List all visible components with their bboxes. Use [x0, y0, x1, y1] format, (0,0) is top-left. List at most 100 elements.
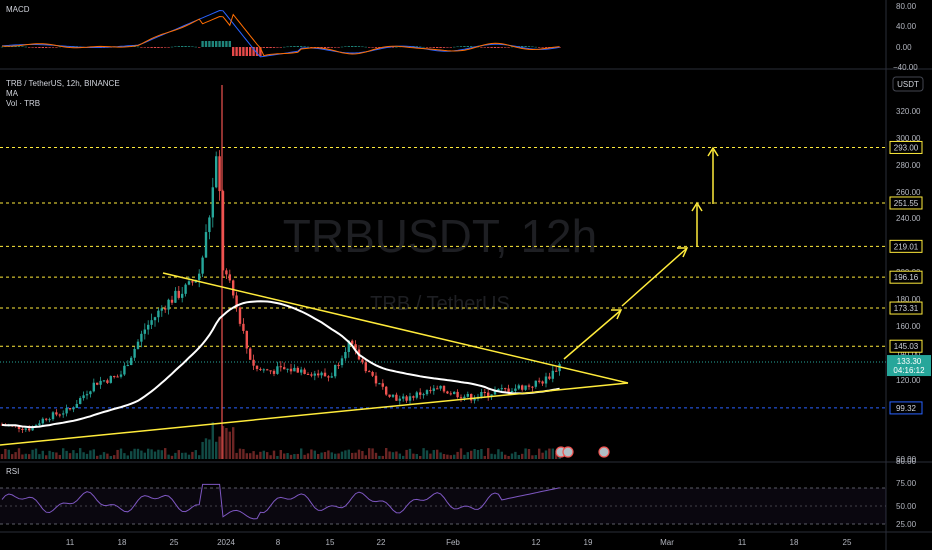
level-label-box: [889, 339, 923, 353]
candle-body: [191, 281, 194, 283]
price-tick-label: 280.00: [896, 161, 921, 170]
time-tick-label: Feb: [446, 538, 460, 547]
macd-hist-bar: [296, 46, 299, 47]
volume-bar: [493, 454, 497, 459]
candle-body: [106, 380, 109, 383]
ma-legend[interactable]: MA: [6, 89, 18, 98]
volume-bar: [425, 450, 429, 459]
candle-body: [266, 369, 269, 371]
macd-hist-bar: [218, 41, 221, 47]
candle-body: [283, 367, 286, 370]
candle-body: [493, 390, 497, 395]
volume-bar: [507, 455, 510, 459]
time-axis[interactable]: 11 18 25 2024 8 15 22 Feb 12 19 Mar 11 18 25: [66, 538, 852, 547]
macd-hist-bar: [310, 47, 313, 48]
candle-body: [371, 372, 374, 376]
volume-bar: [361, 450, 364, 459]
candle-body: [279, 366, 282, 368]
volume-bar: [296, 453, 299, 459]
rsi-band: [0, 488, 886, 524]
candle-body: [517, 385, 520, 389]
volume-bar: [306, 453, 310, 459]
macd-axis: 80.00 40.00 0.00 −40.00: [893, 2, 918, 72]
volume-bar: [473, 449, 476, 459]
event-markers[interactable]: [555, 446, 610, 458]
candle-body: [65, 408, 68, 414]
time-tick-label: 19: [584, 538, 593, 547]
volume-bar: [181, 452, 184, 459]
volume-bar: [164, 448, 167, 459]
symbol-line[interactable]: TRB / TetherUS, 12h, BINANCE: [6, 79, 120, 88]
macd-hist-bar: [347, 46, 350, 47]
candle-body: [41, 418, 44, 424]
arrow-2-head: [677, 247, 689, 258]
macd-hist-bar: [28, 47, 31, 48]
event-flag-icon[interactable]: [562, 446, 574, 458]
arrow-2[interactable]: [621, 248, 687, 307]
candle-body: [449, 393, 452, 395]
volume-bar: [21, 454, 24, 459]
candle-body: [72, 407, 75, 410]
candle-body: [242, 323, 245, 331]
macd-hist-bar: [395, 46, 398, 48]
volume-bar: [310, 449, 313, 459]
candle-body: [187, 281, 191, 285]
candle-body: [249, 348, 252, 360]
time-tick-label: Mar: [660, 538, 674, 547]
macd-hist-bar: [17, 46, 21, 47]
macd-hist-bar: [245, 47, 248, 56]
volume-bar: [289, 454, 293, 459]
macd-hist-bar: [289, 46, 293, 47]
candle-body: [354, 344, 357, 350]
event-flag-icon[interactable]: [598, 446, 610, 458]
candle-body: [527, 385, 531, 387]
candle-body: [470, 393, 473, 401]
macd-hist-bar: [541, 47, 544, 48]
volume-bar: [555, 453, 558, 459]
volume-bar: [351, 452, 354, 459]
macd-hist-bar: [466, 46, 469, 47]
volume-bar: [109, 455, 112, 459]
level-label: 145.03: [894, 342, 919, 351]
volume-bar: [89, 450, 92, 459]
volume-bar: [497, 449, 500, 459]
volume-bar: [524, 448, 527, 459]
price-tick-label: 120.00: [896, 376, 921, 385]
arrow-1[interactable]: [563, 310, 621, 360]
macd-hist-bar: [432, 47, 435, 48]
candle-body: [102, 380, 106, 382]
candle-body: [415, 392, 418, 398]
candle-body: [55, 412, 58, 415]
macd-hist-bar: [221, 41, 225, 47]
macd-hist-bar: [456, 46, 459, 48]
candle-body: [130, 357, 133, 366]
macd-hist-bar: [500, 47, 503, 48]
volume-bar: [429, 453, 432, 459]
volume-bar: [476, 449, 480, 459]
macd-hist-bar: [133, 46, 136, 47]
drawings[interactable]: [0, 146, 719, 446]
currency-badge[interactable]: USDT: [892, 76, 924, 92]
candle-body: [208, 217, 211, 233]
macd-hist-bar: [368, 47, 371, 48]
volume-bar: [330, 452, 333, 459]
vol-legend[interactable]: Vol · TRB: [6, 99, 41, 108]
candle-body: [459, 397, 463, 399]
volume-bar: [119, 448, 123, 459]
descending-trendline[interactable]: [162, 272, 629, 384]
candle-body: [344, 351, 347, 359]
level-label-box: [889, 401, 923, 415]
macd-hist-bar: [215, 41, 218, 47]
volume-bar: [85, 453, 89, 459]
candle-body: [153, 317, 157, 321]
ascending-trendline[interactable]: [0, 382, 629, 446]
current-price-marker[interactable]: 133.30 04:16:12: [887, 355, 931, 377]
candle-body: [429, 390, 432, 392]
macd-hist-bar: [320, 47, 323, 48]
volume-bar: [283, 453, 286, 459]
macd-hist-bar: [544, 47, 548, 48]
volume-bar: [340, 451, 344, 459]
candle-body: [402, 396, 405, 399]
macd-hist-bar: [480, 47, 483, 48]
